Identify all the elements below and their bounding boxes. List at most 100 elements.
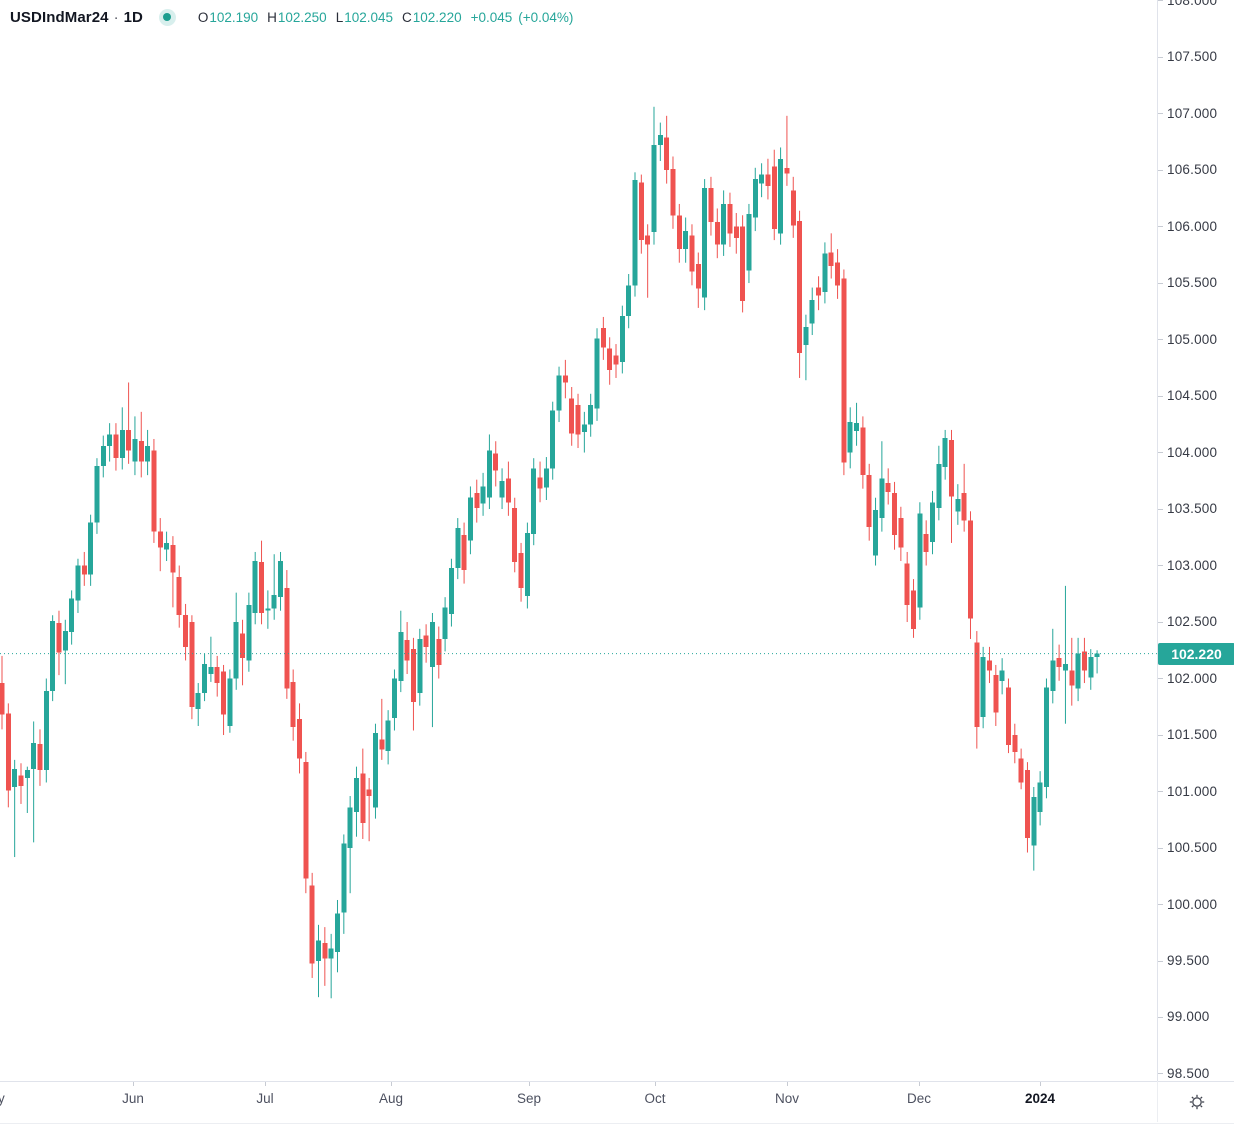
candle (816, 276, 822, 311)
candle (765, 158, 771, 200)
time-axis-tick (133, 1082, 134, 1086)
price-axis-label: 107.000 (1167, 105, 1218, 121)
candle (56, 610, 62, 676)
candle (524, 522, 530, 609)
open-value: 102.190 (209, 9, 259, 25)
ohlc-legend: O 102.190 H 102.250 L 102.045 C 102.220 … (198, 10, 580, 25)
time-axis-label-nov[interactable]: Nov (774, 1091, 800, 1106)
change-absolute: +0.045 (470, 9, 513, 25)
candle (1012, 723, 1018, 764)
price-axis-tick (1158, 395, 1163, 397)
candle (961, 463, 967, 532)
candle (164, 531, 170, 562)
candle (930, 490, 936, 555)
candle (1037, 771, 1043, 826)
time-axis-tick (655, 1082, 656, 1086)
candle (1075, 637, 1081, 702)
time-axis-label-oct[interactable]: Oct (644, 1091, 666, 1106)
time-axis-label-aug[interactable]: Aug (378, 1091, 404, 1106)
candle (835, 249, 841, 299)
gear-icon[interactable] (1188, 1093, 1206, 1111)
candle (170, 536, 176, 608)
market-status-indicator[interactable] (158, 8, 176, 26)
candle (860, 416, 866, 489)
candle (50, 615, 56, 702)
price-axis-label: 99.500 (1167, 953, 1210, 968)
candle (784, 115, 790, 186)
symbol-title[interactable]: USDIndMar24 (10, 8, 109, 26)
price-axis-label: 106.000 (1167, 218, 1218, 234)
candle (24, 766, 30, 813)
candle (664, 115, 670, 184)
time-axis-label-2024[interactable]: 2024 (1024, 1091, 1056, 1106)
candle (1005, 678, 1011, 754)
candle (233, 592, 239, 690)
candle (518, 542, 524, 602)
candle (455, 518, 461, 580)
candle (752, 167, 758, 232)
candle (37, 729, 43, 786)
candle (803, 314, 809, 381)
candle (543, 457, 549, 500)
candle (892, 481, 898, 550)
timeframe-label[interactable]: 1D (123, 8, 143, 26)
candle (638, 174, 644, 254)
candle (62, 619, 68, 685)
candle (499, 468, 505, 510)
price-axis-label: 103.000 (1167, 557, 1218, 573)
candle (771, 149, 777, 241)
price-axis[interactable]: 102.220 108.000 107.500 107.000 106.500 106.… (1157, 0, 1234, 1081)
close-label: C (402, 9, 412, 25)
candle (442, 597, 448, 652)
price-axis-tick (1158, 791, 1163, 792)
candle (676, 203, 682, 263)
candle (119, 407, 125, 470)
price-axis-label: 102.000 (1167, 670, 1218, 686)
candle (398, 610, 404, 693)
price-axis-tick (1158, 452, 1163, 454)
candle (448, 558, 454, 627)
candle (157, 518, 163, 572)
candle (809, 287, 815, 336)
candle (360, 748, 366, 839)
candle (695, 252, 701, 308)
candle (670, 156, 676, 229)
time-axis-label-jul[interactable]: Jul (256, 1091, 274, 1106)
candlestick-chart[interactable] (0, 0, 1157, 1081)
time-axis-label-sep[interactable]: Sep (516, 1091, 542, 1106)
candle (955, 484, 961, 525)
price-axis-tick (1158, 282, 1163, 284)
candle (740, 215, 746, 313)
candle (379, 698, 385, 760)
candle (151, 438, 157, 543)
candle (866, 463, 872, 541)
candle (353, 766, 359, 837)
candle (208, 636, 214, 682)
time-axis-label-jun[interactable]: Jun (122, 1091, 144, 1106)
candle (714, 208, 720, 259)
candle (189, 615, 195, 720)
candle (727, 192, 733, 247)
candle (284, 570, 290, 699)
candle (265, 590, 271, 629)
high-value: 102.250 (277, 9, 327, 25)
price-axis-tick (1158, 734, 1163, 736)
candle (372, 723, 378, 819)
candle (632, 172, 638, 297)
candle (1031, 786, 1037, 871)
candle (917, 502, 923, 620)
candle (949, 429, 954, 543)
candle (423, 624, 429, 663)
candle (797, 210, 803, 378)
price-axis-label: 107.500 (1167, 49, 1218, 65)
candle (240, 619, 246, 686)
candle (69, 590, 75, 645)
candle (556, 366, 562, 423)
candle (708, 176, 714, 236)
candle (702, 179, 708, 311)
candle (429, 612, 435, 728)
symbol-separator: · (113, 8, 119, 26)
time-axis-label-dec[interactable]: Dec (906, 1091, 932, 1106)
time-axis[interactable]: y Jun Jul Aug Sep Oct Nov Dec 2024 (0, 1081, 1234, 1124)
